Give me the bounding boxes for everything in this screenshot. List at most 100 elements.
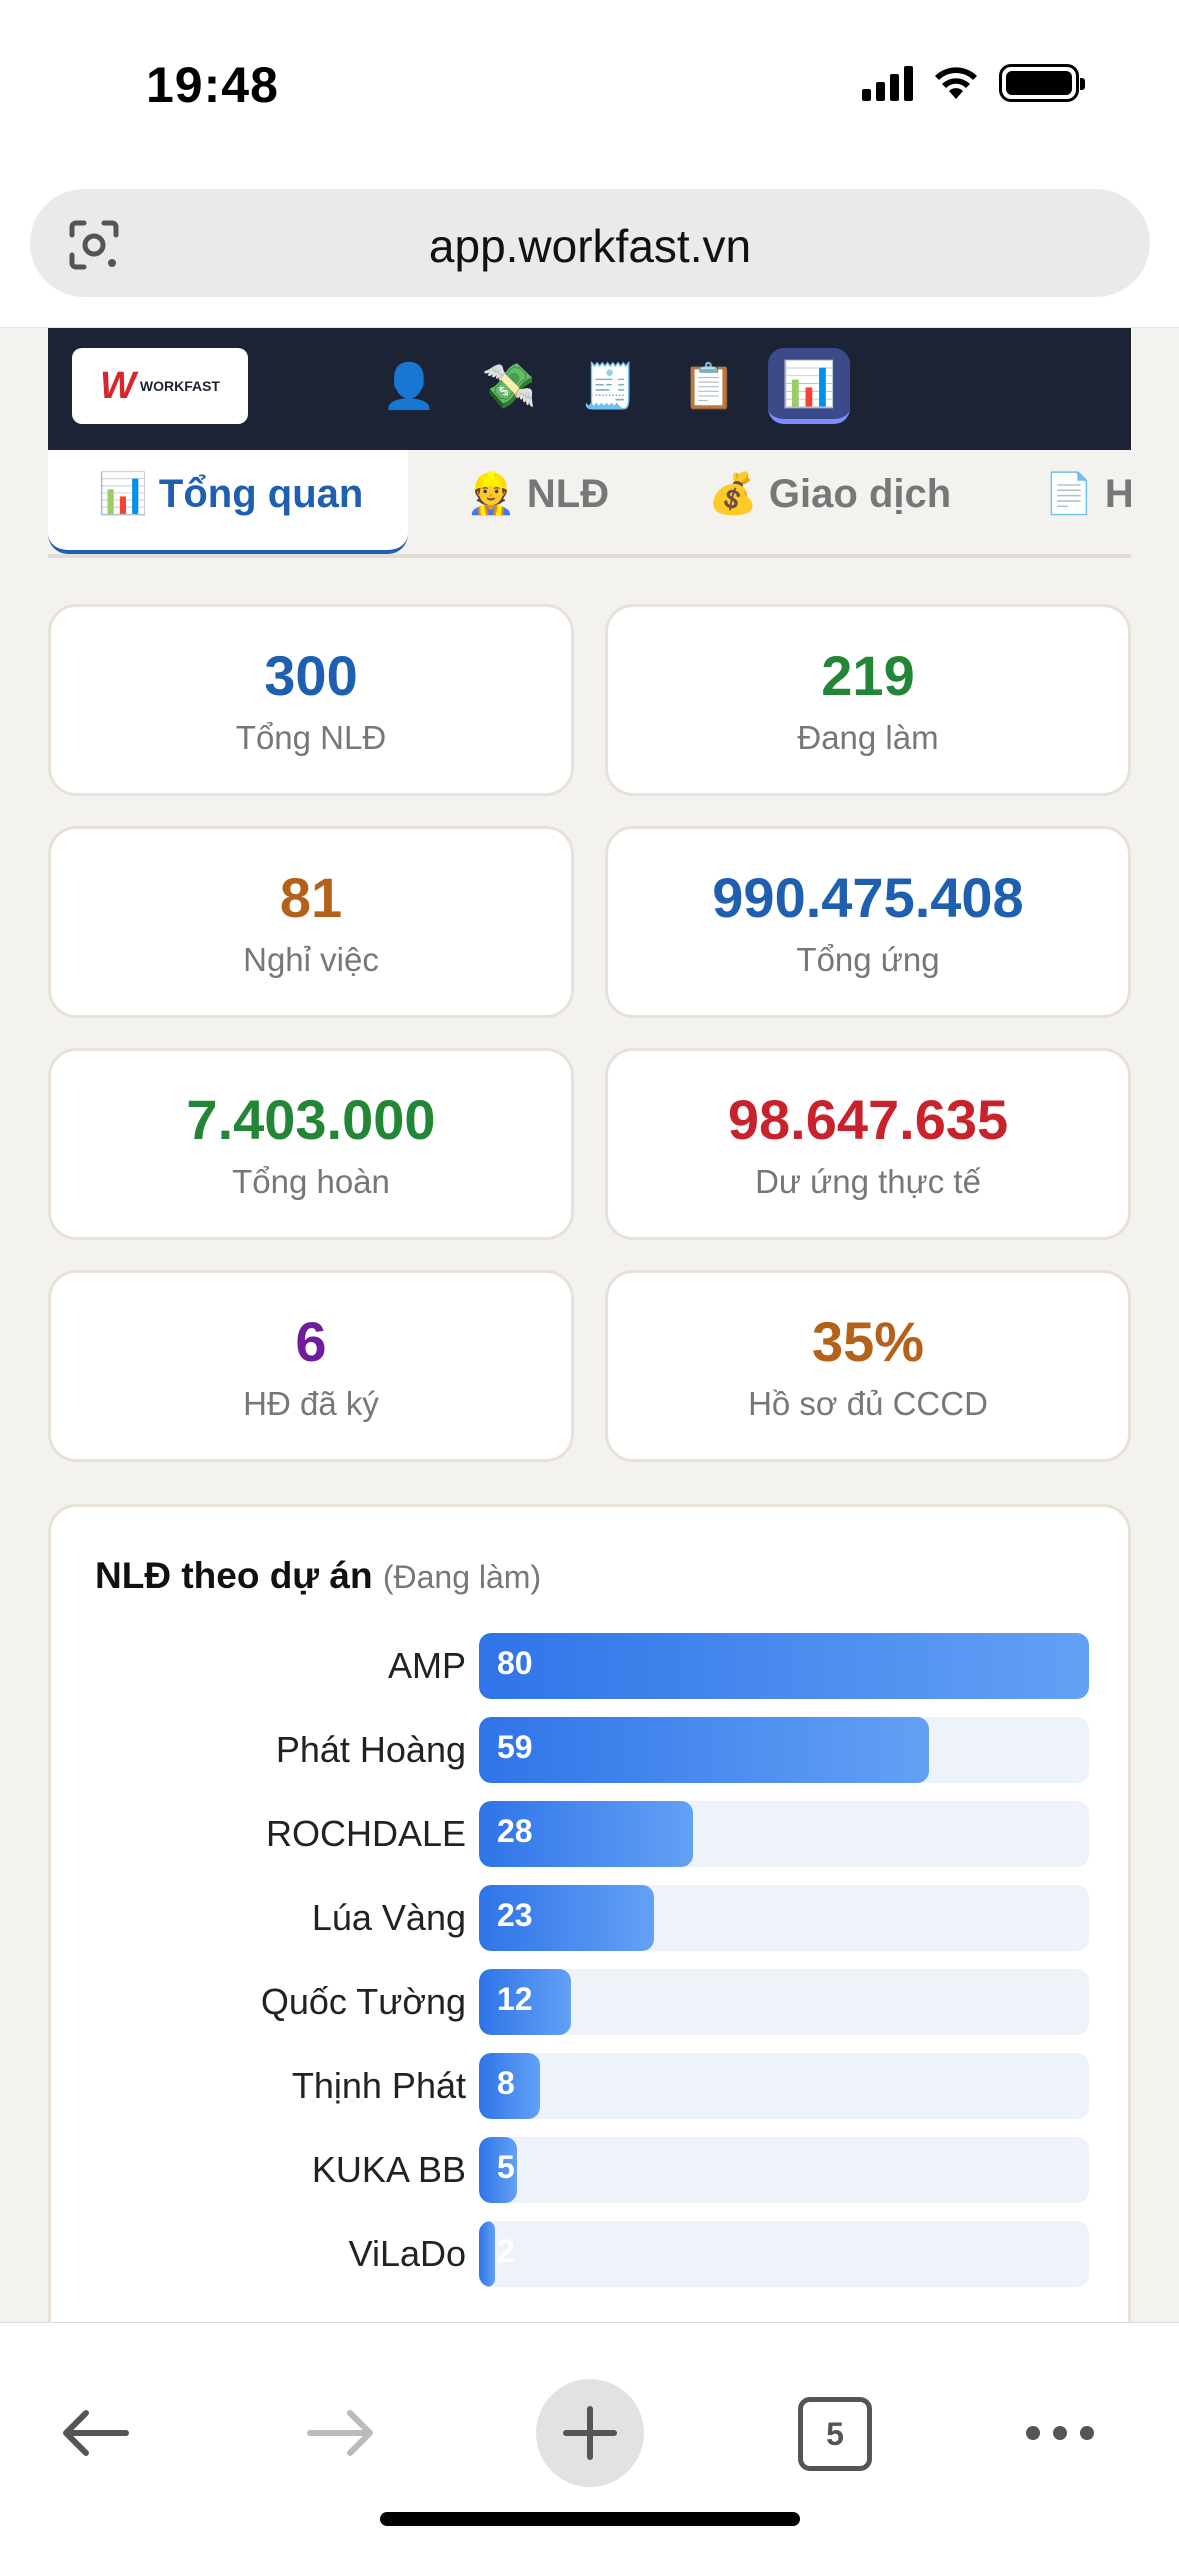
stat-label: HĐ đã ký (243, 1385, 379, 1422)
forward-button[interactable] (296, 2383, 386, 2483)
bar-row: KUKA BB 5 (51, 2137, 1128, 2203)
app-header: W WORKFAST 👤 💸 🧾 📋 📊 (48, 328, 1131, 450)
stat-label: Đang làm (797, 719, 939, 756)
bar-track: 23 (479, 1885, 1089, 1951)
browser-address-area: app.workfast.vn (0, 170, 1179, 328)
bar (479, 1633, 1089, 1699)
bar-row: ViLaDo 2 (51, 2221, 1128, 2287)
back-button[interactable] (50, 2383, 140, 2483)
bar (479, 1717, 929, 1783)
logo-mark: W (100, 364, 136, 407)
bar-track: 12 (479, 1969, 1089, 2035)
bar-track: 5 (479, 2137, 1089, 2203)
panel-subtitle: (Đang làm) (382, 1559, 542, 1595)
stat-label: Tổng ứng (796, 941, 940, 978)
bar-category-label: AMP (387, 1645, 466, 1686)
url-text: app.workfast.vn (428, 220, 752, 272)
bar-row: Phát Hoàng 59 (51, 1717, 1128, 1783)
bar-track: 8 (479, 2053, 1089, 2119)
stat-value: 6 (295, 1310, 327, 1373)
tab-active-background (48, 450, 408, 554)
bar-row: Quốc Tường 12 (51, 1969, 1128, 2035)
bar (479, 1885, 655, 1951)
stat-value: 300 (264, 644, 358, 707)
bar-value-label: 2 (497, 2233, 515, 2269)
stat-label: Dư ứng thực tế (755, 1163, 981, 1200)
workers-by-project-panel: NLĐ theo dự án (Đang làm) AMP 80 Phát Hoàn… (48, 1504, 1131, 2364)
stat-card-quit: 81 Nghỉ việc (48, 826, 574, 1018)
bar-track: 59 (479, 1717, 1089, 1783)
more-dots-icon (1026, 2426, 1094, 2440)
stat-value: 98.647.635 (727, 1088, 1009, 1151)
bar-category-label: Lúa Vàng (311, 1897, 466, 1938)
bar-row: Thịnh Phát 8 (51, 2053, 1128, 2119)
status-time: 19:48 (146, 57, 279, 113)
bar-track: 28 (479, 1801, 1089, 1867)
bar (479, 1801, 693, 1867)
back-arrow-icon (63, 2410, 129, 2456)
plus-icon (563, 2406, 617, 2460)
stat-label: Tổng hoàn (232, 1163, 390, 1200)
user-icon[interactable]: 👤 (381, 362, 437, 411)
bar-category-label: Thịnh Phát (291, 2065, 466, 2106)
workfast-logo[interactable]: W WORKFAST (72, 348, 248, 424)
home-indicator (380, 2512, 800, 2526)
bar-value-label: 28 (497, 1813, 533, 1849)
bar (479, 2137, 518, 2203)
stat-value: 81 (279, 866, 343, 929)
stat-card-contracts-signed: 6 HĐ đã ký (48, 1270, 574, 1462)
stat-label: Nghỉ việc (243, 941, 379, 978)
stat-value: 35% (811, 1310, 925, 1373)
stat-card-id-complete: 35% Hồ sơ đủ CCCD (605, 1270, 1131, 1462)
stat-card-working: 219 Đang làm (605, 604, 1131, 796)
bar-category-label: Phát Hoàng (275, 1729, 466, 1770)
cellular-signal-icon (862, 65, 913, 101)
bar (479, 2053, 540, 2119)
bar-value-label: 80 (497, 1645, 533, 1681)
receipt-icon[interactable]: 🧾 (581, 362, 637, 411)
forward-arrow-icon (307, 2410, 373, 2456)
stat-label: Hồ sơ đủ CCCD (748, 1385, 988, 1422)
stat-label: Tổng NLĐ (235, 719, 387, 756)
bar-row: Lúa Vàng 23 (51, 1885, 1128, 1951)
bar (479, 1969, 571, 2035)
money-icon[interactable]: 💸 (481, 362, 537, 411)
stat-card-total-advance: 990.475.408 Tổng ứng (605, 826, 1131, 1018)
tab-documents[interactable]: 📄 H (1044, 472, 1131, 516)
new-tab-button[interactable] (536, 2379, 644, 2487)
stat-value: 990.475.408 (712, 866, 1024, 929)
bar-value-label: 12 (497, 1981, 533, 2017)
panel-title: NLĐ theo dự án (Đang làm) (95, 1555, 541, 1597)
visual-search-icon[interactable] (66, 217, 122, 273)
chart-icon[interactable]: 📊 (768, 348, 850, 424)
bar-track: 80 (479, 1633, 1089, 1699)
tab-switcher-button[interactable]: 5 (798, 2397, 872, 2471)
panel-title-text: NLĐ theo dự án (95, 1555, 373, 1596)
bar-category-label: Quốc Tường (260, 1981, 466, 2022)
clipboard-icon[interactable]: 📋 (681, 362, 737, 411)
stat-value: 7.403.000 (186, 1088, 436, 1151)
status-bar: 19:48 (0, 0, 1179, 170)
stat-card-total-refund: 7.403.000 Tổng hoàn (48, 1048, 574, 1240)
bar-row: ROCHDALE 28 (51, 1801, 1128, 1867)
bar-row: AMP 80 (51, 1633, 1128, 1699)
stat-card-outstanding-advance: 98.647.635 Dư ứng thực tế (605, 1048, 1131, 1240)
tab-workers[interactable]: 👷 NLĐ (466, 472, 610, 516)
bar-track: 2 (479, 2221, 1089, 2287)
bar-value-label: 8 (497, 2065, 515, 2101)
status-icons (862, 64, 1085, 102)
bar-category-label: ROCHDALE (265, 1813, 466, 1854)
bar-category-label: KUKA BB (311, 2149, 466, 2190)
tab-bar: 📊 Tổng quan 👷 NLĐ 💰 Giao dịch 📄 H (48, 450, 1131, 558)
bar-category-label: ViLaDo (348, 2233, 466, 2274)
more-menu-button[interactable] (1010, 2383, 1110, 2483)
battery-icon (999, 64, 1085, 102)
header-nav: 👤 💸 🧾 📋 📊 (368, 348, 850, 424)
tab-overview[interactable]: 📊 Tổng quan (98, 472, 364, 516)
tab-transactions[interactable]: 💰 Giao dịch (708, 472, 952, 516)
stat-card-total-workers: 300 Tổng NLĐ (48, 604, 574, 796)
address-bar[interactable]: app.workfast.vn (30, 189, 1150, 297)
wifi-icon (935, 67, 977, 99)
browser-toolbar: 5 (0, 2322, 1179, 2556)
bar-value-label: 5 (497, 2149, 515, 2185)
